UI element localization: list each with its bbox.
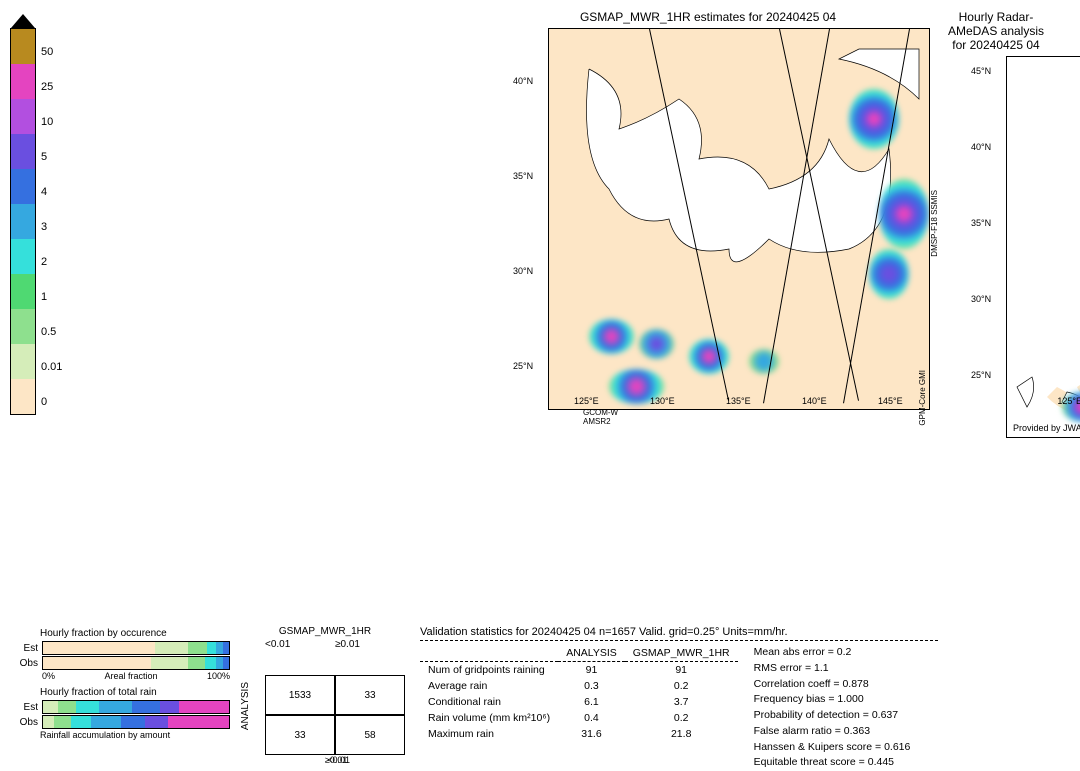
bottom-stats: Hourly fraction by occurence Est Obs 0%A…: [10, 626, 938, 771]
radar-map: Provided by JWA/JMA 00101020203030404050…: [1006, 56, 1080, 438]
provider-label: Provided by JWA/JMA: [1013, 423, 1080, 433]
radar-title: Hourly Radar-AMeDAS analysis for 2024042…: [946, 10, 1046, 52]
radar-coast: [1007, 57, 1080, 437]
occurrence-obs-bar: [42, 656, 230, 670]
totalrain-est-bar: [42, 700, 230, 714]
validation-metrics: Mean abs error = 0.2RMS error = 1.1Corre…: [754, 645, 911, 771]
ct-cell: 33: [265, 715, 335, 755]
sat-gpm: GPM-Core GMI: [918, 370, 927, 426]
totalrain-title: Hourly fraction of total rain: [40, 687, 230, 698]
validation-table: ANALYSISGSMAP_MWR_1HRNum of gridpoints r…: [420, 645, 738, 771]
contingency-table: GSMAP_MWR_1HR <0.01 ≥0.01 ANALYSIS 1533 …: [240, 626, 410, 771]
accumulation-footer: Rainfall accumulation by amount: [40, 730, 230, 740]
obs-label: Obs: [10, 658, 42, 669]
ct-cell: 58: [335, 715, 405, 755]
radar-panel: Hourly Radar-AMeDAS analysis for 2024042…: [946, 10, 1046, 430]
sat-gcomw: GCOM-WAMSR2: [583, 408, 618, 426]
gsmap-panel: GSMAP_MWR_1HR estimates for 20240425 04: [478, 10, 938, 430]
colorbar: 00.010.512345102550: [10, 10, 470, 618]
validation-title: Validation statistics for 20240425 04 n=…: [420, 626, 938, 641]
totalrain-obs-bar: [42, 715, 230, 729]
ct-cell: 1533: [265, 675, 335, 715]
contingency-title: GSMAP_MWR_1HR: [240, 626, 410, 637]
occurrence-est-bar: [42, 641, 230, 655]
est-label: Est: [10, 643, 42, 654]
validation-stats: Validation statistics for 20240425 04 n=…: [420, 626, 938, 771]
colorbar-overflow-icon: [11, 14, 35, 28]
fraction-bars: Hourly fraction by occurence Est Obs 0%A…: [10, 626, 230, 771]
sat-dmsp: DMSP-F18 SSMIS: [930, 190, 939, 257]
gsmap-title: GSMAP_MWR_1HR estimates for 20240425 04: [478, 10, 938, 24]
gsmap-map: [548, 28, 930, 410]
occurrence-title: Hourly fraction by occurence: [40, 628, 230, 639]
ct-cell: 33: [335, 675, 405, 715]
